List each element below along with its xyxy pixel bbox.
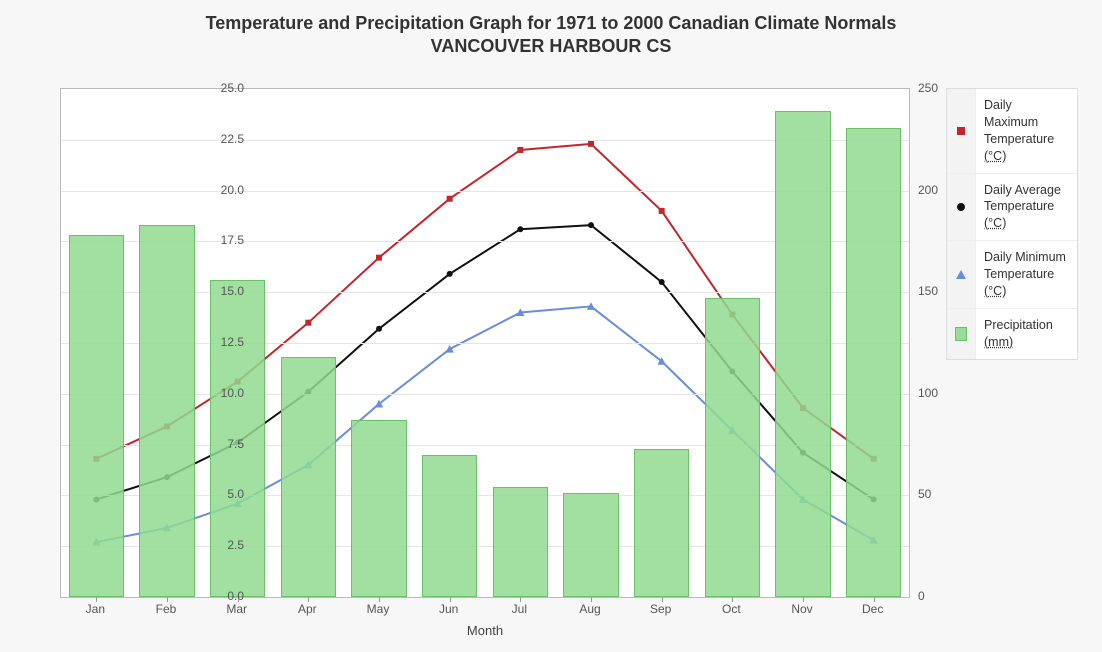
precip-bar[interactable] — [775, 111, 830, 597]
chart-title-line2: VANCOUVER HARBOUR CS — [0, 35, 1102, 58]
x-tick-label: Nov — [791, 602, 812, 616]
precip-bar[interactable] — [634, 449, 689, 597]
line-marker[interactable] — [305, 320, 311, 326]
line-marker[interactable] — [659, 208, 665, 214]
precip-bar[interactable] — [493, 487, 548, 597]
chart-title-line1: Temperature and Precipitation Graph for … — [0, 12, 1102, 35]
x-tick-label: Mar — [226, 602, 247, 616]
chart-title: Temperature and Precipitation Graph for … — [0, 0, 1102, 59]
x-tick-label: Aug — [579, 602, 600, 616]
legend-label-unit: (°C) — [984, 284, 1006, 298]
y-left-tick-label: 20.0 — [204, 183, 244, 197]
y-right-tick-label: 100 — [918, 386, 958, 400]
legend-item-min-temp[interactable]: Daily Minimum Temperature (°C) — [947, 241, 1077, 309]
line-marker[interactable] — [376, 255, 382, 261]
y-left-tick-label: 17.5 — [204, 233, 244, 247]
precip-bar[interactable] — [422, 455, 477, 597]
precip-bar[interactable] — [281, 357, 336, 597]
line-marker[interactable] — [517, 226, 523, 232]
x-tick-label: Jun — [439, 602, 458, 616]
line-marker[interactable] — [588, 222, 594, 228]
legend: Daily Maximum Temperature (°C) Daily Ave… — [946, 88, 1078, 360]
legend-label: Precipitation (mm) — [976, 309, 1077, 359]
y-left-tick-label: 25.0 — [204, 81, 244, 95]
x-tick-label: Jul — [512, 602, 527, 616]
legend-swatch-bar-icon — [947, 309, 976, 359]
legend-label-text: Daily Average Temperature — [984, 183, 1061, 214]
x-tick-label: Dec — [862, 602, 883, 616]
precip-bar[interactable] — [563, 493, 618, 597]
x-tick-label: Apr — [298, 602, 317, 616]
x-tick-label: Oct — [722, 602, 741, 616]
line-marker[interactable] — [445, 345, 453, 353]
y-right-tick-label: 0 — [918, 589, 958, 603]
precip-bar[interactable] — [351, 420, 406, 597]
chart-plot-area — [60, 88, 910, 598]
x-tick-label: Jan — [86, 602, 105, 616]
legend-label-text: Precipitation — [984, 318, 1053, 332]
y-right-tick-label: 200 — [918, 183, 958, 197]
y-left-tick-label: 2.5 — [204, 538, 244, 552]
legend-item-precip[interactable]: Precipitation (mm) — [947, 309, 1077, 359]
line-marker[interactable] — [447, 271, 453, 277]
y-right-tick-label: 50 — [918, 487, 958, 501]
precip-bar[interactable] — [705, 298, 760, 597]
legend-label: Daily Average Temperature (°C) — [976, 174, 1077, 241]
legend-label-text: Daily Minimum Temperature — [984, 250, 1066, 281]
x-tick-label: May — [367, 602, 390, 616]
x-tick-label: Sep — [650, 602, 671, 616]
precip-bar[interactable] — [69, 235, 124, 597]
legend-label-unit: (mm) — [984, 335, 1013, 349]
page-root: Temperature and Precipitation Graph for … — [0, 0, 1102, 652]
legend-label-text: Daily Maximum Temperature — [984, 98, 1054, 146]
legend-swatch-square-icon — [947, 89, 976, 173]
y-right-tick-label: 150 — [918, 284, 958, 298]
legend-label: Daily Maximum Temperature (°C) — [976, 89, 1077, 173]
triangle-icon — [956, 270, 966, 279]
precip-bar[interactable] — [846, 128, 901, 597]
y-left-tick-label: 10.0 — [204, 386, 244, 400]
legend-label-unit: (°C) — [984, 216, 1006, 230]
y-left-tick-label: 7.5 — [204, 437, 244, 451]
y-right-tick-label: 250 — [918, 81, 958, 95]
square-icon — [957, 127, 965, 135]
y-left-tick-label: 15.0 — [204, 284, 244, 298]
y-left-tick-label: 22.5 — [204, 132, 244, 146]
line-marker[interactable] — [447, 196, 453, 202]
x-tick-label: Feb — [156, 602, 177, 616]
legend-item-avg-temp[interactable]: Daily Average Temperature (°C) — [947, 174, 1077, 242]
legend-label: Daily Minimum Temperature (°C) — [976, 241, 1077, 308]
legend-item-max-temp[interactable]: Daily Maximum Temperature (°C) — [947, 89, 1077, 174]
x-axis-title: Month — [60, 623, 910, 638]
line-marker[interactable] — [376, 326, 382, 332]
y-left-tick-label: 0.0 — [204, 589, 244, 603]
y-left-tick-label: 12.5 — [204, 335, 244, 349]
line-marker[interactable] — [588, 141, 594, 147]
y-left-tick-label: 5.0 — [204, 487, 244, 501]
precip-bar[interactable] — [139, 225, 194, 597]
bar-icon — [955, 327, 967, 341]
legend-label-unit: (°C) — [984, 149, 1006, 163]
line-marker[interactable] — [517, 147, 523, 153]
line-marker[interactable] — [659, 279, 665, 285]
circle-icon — [957, 203, 965, 211]
